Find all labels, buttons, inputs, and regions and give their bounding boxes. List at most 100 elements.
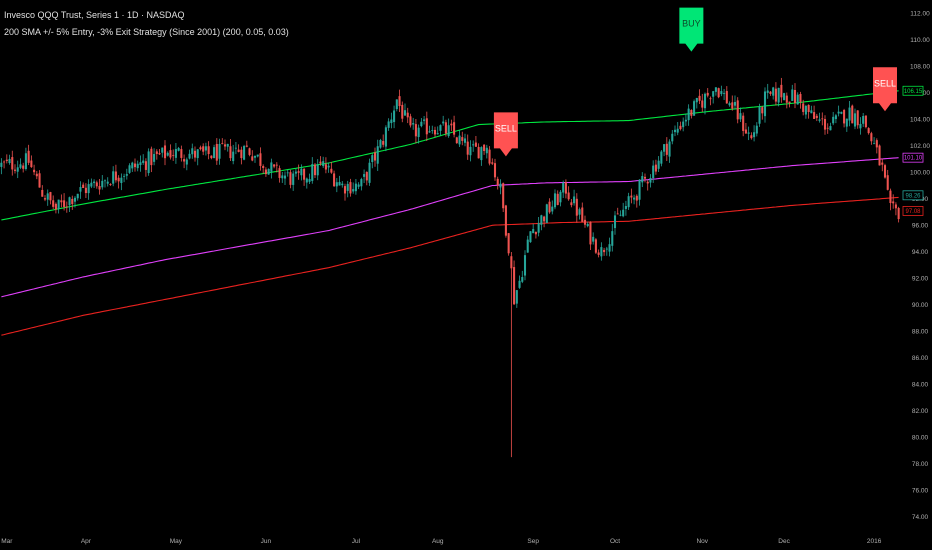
candle-body [150, 148, 153, 166]
candle-body [785, 95, 788, 103]
candle-body [338, 182, 341, 186]
candle [466, 134, 469, 160]
candle [136, 160, 139, 172]
candle-body [491, 162, 494, 164]
candle [742, 112, 745, 137]
candle-body [19, 164, 22, 168]
candle [701, 93, 704, 112]
candle [712, 90, 715, 104]
x-tick-label: 2016 [867, 538, 882, 545]
candle [630, 188, 633, 204]
candle [881, 158, 884, 172]
candle [354, 179, 357, 195]
candle-body [0, 162, 3, 167]
candle [95, 180, 98, 189]
candle-body [177, 148, 180, 151]
candle-body [654, 164, 657, 172]
candle-body [387, 121, 390, 128]
candle-body [523, 255, 527, 276]
candle [540, 214, 543, 231]
candle [510, 251, 513, 458]
x-tick-label: Aug [432, 538, 444, 545]
candle-body [316, 164, 319, 176]
candle-body [27, 150, 30, 163]
candle-body [878, 145, 881, 166]
candle-body [796, 94, 799, 105]
candle [52, 195, 55, 209]
candle [682, 117, 685, 132]
candle-body [5, 159, 8, 161]
price-tag: 101.10 [902, 152, 924, 163]
candle [706, 88, 709, 98]
candle-body [592, 236, 595, 242]
candle-body [365, 172, 368, 181]
candle [204, 142, 207, 156]
candle-body [493, 163, 497, 178]
candle [316, 159, 319, 181]
candle-body [769, 91, 772, 94]
candle [338, 175, 341, 186]
candle-body [589, 222, 592, 245]
candle [859, 117, 862, 135]
candle [657, 156, 660, 172]
candle-body [633, 197, 636, 200]
candle-body [706, 92, 709, 96]
candle-body [829, 126, 832, 131]
candle [139, 155, 142, 172]
candle [834, 113, 837, 124]
candle-body [676, 128, 679, 133]
candle-body [608, 244, 611, 252]
candle [837, 105, 840, 117]
candle-body [417, 127, 420, 138]
candle-body [368, 162, 371, 183]
candle-body [24, 153, 27, 169]
candle [166, 151, 169, 157]
sell-marker [493, 112, 518, 157]
candle [35, 171, 38, 180]
candle [755, 122, 758, 137]
price-tags: 106.15 101.10 98.26 97.08 [902, 85, 924, 216]
candle-body [453, 122, 456, 135]
sell-label: SELL [874, 78, 896, 88]
candle-body [379, 140, 382, 148]
candle [352, 182, 355, 194]
candle-body [281, 175, 284, 179]
candle [603, 247, 606, 256]
candle-body [226, 143, 229, 147]
candle [256, 154, 259, 158]
candle-body [665, 143, 668, 155]
candle-body [232, 151, 235, 162]
candle [322, 156, 325, 168]
candle-body [483, 144, 486, 152]
candle [3, 160, 6, 169]
candle [723, 88, 726, 101]
candle-body [472, 144, 475, 146]
candle [894, 202, 897, 216]
candle [401, 101, 404, 123]
candle-body [731, 102, 734, 109]
candle-body [763, 91, 767, 117]
candle-body [624, 206, 627, 209]
candle [403, 103, 407, 116]
candle-body [463, 138, 467, 143]
candle [693, 99, 696, 116]
candle [575, 193, 578, 223]
candle [638, 179, 641, 206]
candle [455, 136, 458, 145]
candle-body [851, 105, 854, 124]
candle [43, 195, 47, 202]
candle [368, 158, 371, 186]
strategy-label[interactable]: 200 SMA +/- 5% Entry, -3% Exit Strategy … [4, 27, 289, 37]
x-tick-label: Nov [696, 538, 708, 545]
candle-body [349, 182, 352, 194]
price-tag: 106.15 [902, 85, 924, 96]
candle [709, 96, 712, 106]
candle-body [163, 145, 167, 159]
candle-body [843, 110, 846, 124]
candle-body [346, 183, 349, 191]
candle-body [444, 122, 447, 134]
x-tick-label: May [170, 538, 183, 545]
candle [720, 85, 723, 97]
candle-body [311, 164, 314, 181]
